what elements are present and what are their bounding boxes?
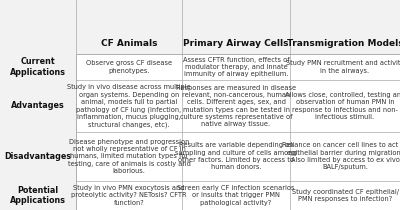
Bar [0,80,76,132]
Bar [76,181,182,210]
Bar [182,132,290,181]
Bar [182,0,290,54]
Bar [0,0,76,54]
Text: Advantages: Advantages [11,101,65,110]
Bar [76,54,182,80]
Text: Observe gross CF disease
phenotypes.: Observe gross CF disease phenotypes. [86,60,172,74]
Bar [290,0,400,54]
Text: Allows close, controlled, testing and
observation of human PMN in
response to in: Allows close, controlled, testing and ob… [285,92,400,120]
Text: CF Animals: CF Animals [101,39,157,48]
Text: Reliance on cancer cell lines to act as
epithelial barrier during migration.
Als: Reliance on cancer cell lines to act as … [282,142,400,170]
Text: Current
Applications: Current Applications [10,57,66,77]
Text: Disease phenotype and progression
not wholly representative of CF in
humans, lim: Disease phenotype and progression not wh… [68,139,190,174]
Text: Assess CFTR function, effects of
modulator therapy, and innate
immunity of airwa: Assess CFTR function, effects of modulat… [183,57,289,77]
Bar [76,80,182,132]
Text: Results are variable depending on
sampling and culture of cells among
other fact: Results are variable depending on sampli… [175,142,297,170]
Text: Transmigration Models: Transmigration Models [287,39,400,48]
Text: Screen early CF infection scenarios
or insults that trigger PMN
pathological act: Screen early CF infection scenarios or i… [177,185,295,206]
Bar [0,54,76,80]
Text: Study PMN recruitment and activity
in the airways.: Study PMN recruitment and activity in th… [286,60,400,74]
Text: Study in vivo disease across multiple
organ systems. Depending on
animal, models: Study in vivo disease across multiple or… [67,84,191,128]
Text: Study coordinated CF epithelial/
PMN responses to infection?: Study coordinated CF epithelial/ PMN res… [292,189,398,202]
Bar [290,54,400,80]
Bar [182,80,290,132]
Bar [182,54,290,80]
Text: Disadvantages: Disadvantages [4,152,72,161]
Bar [0,132,76,181]
Bar [290,181,400,210]
Text: Responses are measured in disease
relevant, non-cancerous, human
cells. Differen: Responses are measured in disease releva… [176,85,296,127]
Bar [290,132,400,181]
Bar [76,0,182,54]
Text: Primary Airway Cells: Primary Airway Cells [183,39,289,48]
Text: Potential
Applications: Potential Applications [10,186,66,205]
Bar [76,132,182,181]
Text: Study in vivo PMN exocytosis and
proteolytic activity? NETosis? CFTR
function?: Study in vivo PMN exocytosis and proteol… [71,185,187,206]
Bar [182,181,290,210]
Bar [290,80,400,132]
Bar [0,181,76,210]
